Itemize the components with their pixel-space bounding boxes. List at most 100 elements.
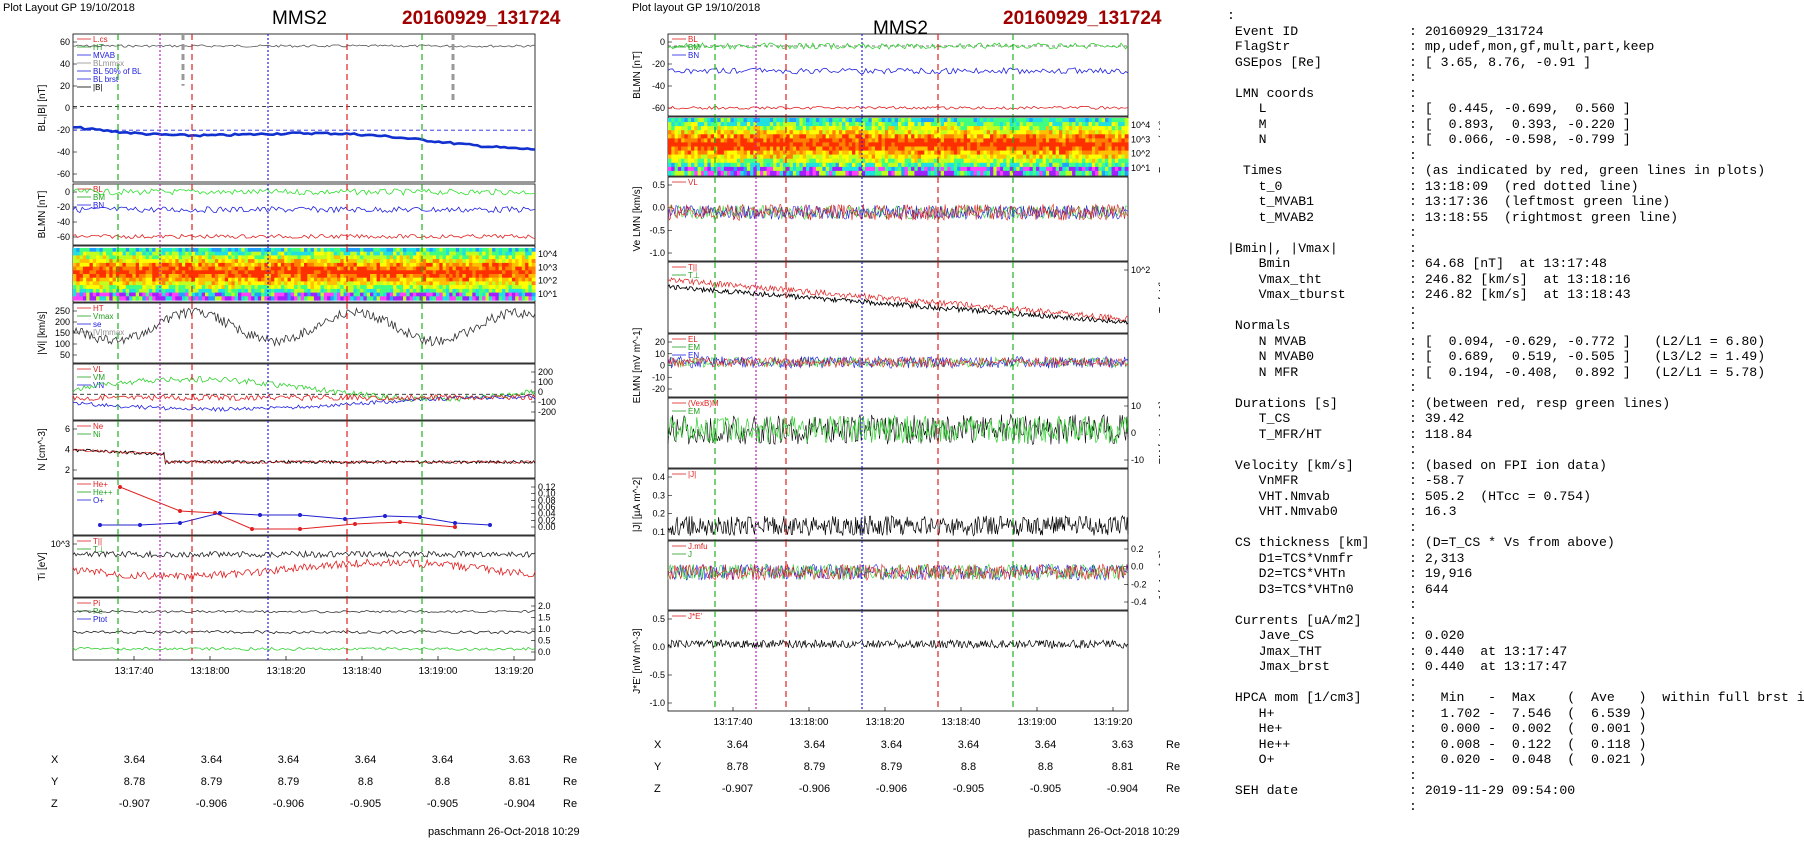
info-line: T_CS : 39.42 <box>1227 411 1465 426</box>
spectrogram-cell <box>967 118 971 123</box>
spectrogram-cell <box>812 166 817 172</box>
spectrogram-cell <box>812 162 817 168</box>
spectrogram-cell <box>337 270 341 275</box>
info-line: O+ : 0.020 - 0.048 ( 0.021 ) <box>1227 752 1647 767</box>
spectrogram-cell <box>393 251 397 256</box>
spectrogram-cell <box>815 126 820 131</box>
spectrogram-cell <box>109 296 114 301</box>
spectrogram-cell <box>379 259 384 264</box>
spectrogram-cell <box>122 262 127 268</box>
spectrogram-cell <box>399 274 404 279</box>
spectrogram-cell <box>82 270 87 275</box>
spectrogram-cell <box>442 274 447 279</box>
spectrogram-cell <box>763 134 768 139</box>
spectrogram-cell <box>330 259 335 264</box>
spectrogram-cell <box>930 138 935 144</box>
y-tick-label-right: 0 <box>538 387 543 397</box>
spectrogram-cell <box>505 292 510 297</box>
x-tick-label: 13:17:40 <box>714 717 753 728</box>
spectrogram-cell <box>681 158 685 164</box>
spectrogram-cell <box>917 150 922 156</box>
spectrogram-cell <box>1003 138 1007 144</box>
spectrogram-cell <box>845 150 850 156</box>
spectrogram-cell <box>756 138 761 144</box>
spectrogram-cell <box>188 277 193 282</box>
spectrogram-cell <box>122 255 127 260</box>
spectrogram-cell <box>429 288 434 294</box>
spectrogram-cell <box>508 266 513 271</box>
y-tick-label: -20 <box>652 384 665 394</box>
spectrogram-cell <box>1124 154 1129 160</box>
spectrogram-cell <box>181 285 186 290</box>
spectrogram-cell <box>396 262 401 268</box>
spectrogram-cell <box>119 285 124 290</box>
spectrogram-cell <box>396 274 401 279</box>
spectrogram-cell <box>1072 150 1076 156</box>
spectrogram-cell <box>224 255 229 260</box>
spectrogram-cell <box>436 285 440 290</box>
y-tick-label: 0.5 <box>652 614 665 624</box>
spectrogram-cell <box>950 146 955 152</box>
spectrogram-cell <box>891 142 896 148</box>
spectrogram-cell <box>901 138 906 144</box>
spectrogram-cell <box>917 122 922 127</box>
spectrogram-cell <box>750 118 754 123</box>
spectrogram-cell <box>76 288 81 294</box>
spectrogram-cell <box>1039 170 1044 176</box>
spectrogram-cell <box>261 274 265 279</box>
spectrogram-cell <box>106 292 110 297</box>
data-point <box>250 527 254 531</box>
spectrogram-cell <box>1088 122 1093 127</box>
spectrogram-cell <box>1098 154 1103 160</box>
spectrogram-cell <box>904 138 909 144</box>
spectrogram-cell <box>261 288 265 294</box>
spectrogram-cell <box>1016 142 1021 148</box>
spectrogram-cell <box>950 134 955 139</box>
spectrogram-cell <box>168 262 173 268</box>
y-tick-label: 0.3 <box>652 490 665 500</box>
spectrogram-cell <box>135 277 140 282</box>
spectrogram-cell <box>393 255 397 260</box>
spectrogram-cell <box>727 162 731 168</box>
spectrogram-cell <box>502 259 506 264</box>
spectrogram-cell <box>700 134 705 139</box>
spectrogram-cell <box>714 166 718 172</box>
spectrogram-cell <box>842 142 846 148</box>
spectrogram-cell <box>1042 146 1047 152</box>
spectrogram-cell <box>267 262 272 268</box>
spectrogram-cell <box>1026 126 1030 131</box>
spectrogram-cell <box>383 262 388 268</box>
spectrogram-cell <box>1022 146 1027 152</box>
spectrogram-cell <box>162 266 166 271</box>
spectrogram-cell <box>525 288 529 294</box>
spectrogram-cell <box>247 292 252 297</box>
spectrogram-cell <box>927 142 932 148</box>
spectrogram-cell <box>671 162 676 168</box>
spectrogram-cell <box>528 270 533 275</box>
spectrogram-cell <box>1068 138 1073 144</box>
spectrogram-cell <box>274 270 279 275</box>
spectrogram-cell <box>934 170 938 176</box>
spectrogram-cell <box>340 248 345 253</box>
spectrogram-cell <box>73 292 77 297</box>
spectrogram-cell <box>294 274 298 279</box>
spectrogram-cell <box>707 158 712 164</box>
spectrogram-cell <box>142 285 147 290</box>
spectrogram-cell <box>976 170 981 176</box>
spectrogram-cell <box>89 248 94 253</box>
spectrogram-cell <box>264 255 269 260</box>
spectrogram-cell <box>165 248 170 253</box>
spectrogram-cell <box>1095 166 1099 172</box>
spectrogram-cell <box>1075 142 1080 148</box>
spectrogram-cell <box>1003 142 1007 148</box>
spectrogram-cell <box>937 166 942 172</box>
spectrogram-cell <box>92 277 97 282</box>
spectrogram-cell <box>1108 146 1113 152</box>
spectrogram-cell <box>921 166 925 172</box>
spectrogram-cell <box>294 281 298 286</box>
spectrogram-cell <box>1118 150 1122 156</box>
spectrogram-cell <box>162 248 166 253</box>
spectrogram-cell <box>267 281 272 286</box>
spectrogram-cell <box>760 154 764 160</box>
data-point <box>488 523 492 527</box>
